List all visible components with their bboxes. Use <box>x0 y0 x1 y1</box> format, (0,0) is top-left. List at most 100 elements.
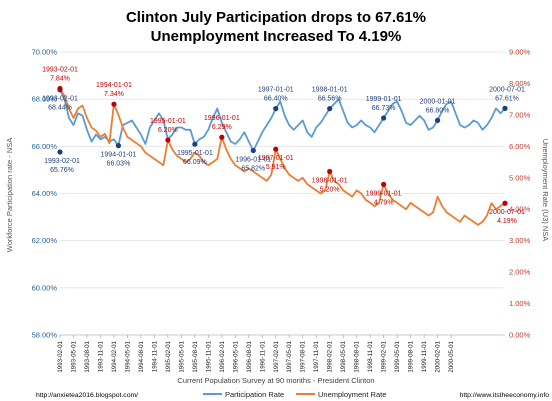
x-tick-label: 1998-02-01 <box>327 340 334 372</box>
participation-point-marker <box>115 143 122 149</box>
x-tick-label: 1994-11-01 <box>151 340 158 372</box>
right-tick-label: 0.00% <box>509 331 531 340</box>
participation-point-marker <box>192 141 198 147</box>
right-tick-label: 3.00% <box>509 236 531 245</box>
x-tick-label: 1995-08-01 <box>192 340 199 372</box>
point-label-value: 5.91% <box>266 164 286 171</box>
x-tick-label: 1997-05-01 <box>286 340 293 372</box>
point-label-value: 6.29% <box>212 124 232 131</box>
left-axis-title: Workforce Participation rate - NSA <box>5 138 14 253</box>
participation-point-marker <box>57 149 63 155</box>
x-tick-label: 1999-08-01 <box>408 340 415 372</box>
footer-right-url: http://www.itstheeconomy.info <box>460 392 550 399</box>
point-label-date: 1993-02-01 <box>42 66 78 73</box>
right-axis-title: Unemployment Rate (U3) NSA <box>541 139 550 242</box>
series-line-participation <box>59 89 506 152</box>
x-tick-label: 1994-02-01 <box>111 340 118 372</box>
point-label-date: 1996-01-01 <box>235 157 271 164</box>
unemployment-point-marker <box>381 181 387 187</box>
x-tick-label: 2000-05-01 <box>448 340 455 372</box>
right-tick-label: 8.00% <box>509 79 531 88</box>
left-axis-ticks: 58.00% 60.00% 62.00% 64.00% 66.00% 68.00% 70.0… <box>32 48 58 340</box>
right-tick-label: 5.00% <box>509 173 531 182</box>
right-tick-label: 2.00% <box>509 268 531 277</box>
point-label-date: 2000-07-01 <box>489 86 525 93</box>
point-label-date: 1995-01-01 <box>150 118 186 125</box>
participation-point-marker <box>381 115 387 121</box>
participation-point-marker <box>273 106 279 112</box>
x-tick-label: 1997-08-01 <box>300 340 307 372</box>
left-tick-label: 64.00% <box>32 189 58 198</box>
unemployment-point-marker <box>165 137 171 143</box>
right-tick-label: 1.00% <box>509 299 531 308</box>
right-tick-label: 4.00% <box>509 205 531 214</box>
right-tick-label: 9.00% <box>509 48 531 57</box>
point-label-value: 4.19% <box>497 218 517 225</box>
x-tick-label: 1999-02-01 <box>381 340 388 372</box>
x-tick-label: 1999-11-01 <box>421 340 428 372</box>
point-label-date: 1998-01-01 <box>312 87 348 94</box>
x-tick-label: 1995-11-01 <box>205 340 212 372</box>
annotation-layer: 1993-02-01 68.44% 1993-02-01 65.76% 1993-02-… <box>42 66 525 225</box>
point-label-date: 1994-01-01 <box>101 152 137 159</box>
point-label-date: 2000-01-01 <box>420 98 456 105</box>
participation-point-marker <box>502 105 508 111</box>
chart-title-line1: Clinton July Participation drops to 67.6… <box>126 9 426 26</box>
x-tick-label: 1998-11-01 <box>367 340 374 372</box>
point-label-value: 7.34% <box>104 91 124 98</box>
x-tick-label: 1996-11-01 <box>259 340 266 372</box>
x-tick-label: 1998-05-01 <box>340 340 347 372</box>
point-label-date: 2000-07-01 <box>489 209 525 216</box>
right-tick-label: 6.00% <box>509 142 531 151</box>
x-axis-title: Current Population Survey at 90 months -… <box>177 376 374 385</box>
x-tick-label: 1996-02-01 <box>219 340 226 372</box>
left-tick-label: 66.00% <box>32 142 58 151</box>
x-tick-label: 2000-02-01 <box>435 340 442 372</box>
x-axis-ticks: 1993-02-01 1993-05-01 1993-08-01 1993-11-01… <box>57 335 455 373</box>
point-label-date: 1993-02-01 <box>42 96 78 103</box>
unemployment-point-marker <box>502 200 508 206</box>
x-tick-label: 1993-08-01 <box>84 340 91 372</box>
point-label-date: 1996-01-01 <box>204 115 240 122</box>
point-label-date: 1994-01-01 <box>96 82 132 89</box>
point-label-date: 1999-01-01 <box>366 96 402 103</box>
participation-point-marker <box>434 117 441 123</box>
x-tick-label: 1995-05-01 <box>178 340 185 372</box>
point-label-value: 66.73% <box>372 105 396 112</box>
point-label-date: 1997-01-01 <box>258 87 294 94</box>
left-tick-label: 68.00% <box>32 95 58 104</box>
point-label-value: 68.44% <box>48 105 72 112</box>
right-tick-label: 7.00% <box>509 110 531 119</box>
point-label-date: 1998-01-01 <box>312 177 348 184</box>
point-label-date: 1993-02-01 <box>44 158 80 165</box>
point-label-date: 1997-01-01 <box>258 155 294 162</box>
point-label-value: 66.03% <box>107 161 131 168</box>
point-label-value: 65.76% <box>50 167 74 174</box>
legend-label-participation: Participation Rate <box>225 390 284 399</box>
participation-point-marker <box>327 106 333 112</box>
x-tick-label: 1994-05-01 <box>124 340 131 372</box>
x-tick-label: 1996-05-01 <box>232 340 239 372</box>
point-label-value: 66.56% <box>318 96 342 103</box>
footer-left-url: http://anxietea2016.blogspot.com/ <box>36 392 138 399</box>
point-label-value: 7.84% <box>50 75 70 82</box>
x-tick-label: 1996-08-01 <box>246 340 253 372</box>
right-axis-ticks: 0.00% 1.00% 2.00% 3.00% 4.00% 5.00% 6.00% 7.00%… <box>509 48 531 340</box>
chart-title-line2: Unemployment Increased To 4.19% <box>151 28 402 45</box>
point-label-value: 6.20% <box>158 127 178 134</box>
unemployment-point-marker <box>273 146 279 152</box>
point-label-date: 1995-01-01 <box>177 150 213 157</box>
x-tick-label: 1993-05-01 <box>70 340 77 372</box>
x-tick-label: 1993-02-01 <box>57 340 64 372</box>
point-label-date: 1999-01-01 <box>366 190 402 197</box>
x-tick-label: 1999-05-01 <box>394 340 401 372</box>
left-tick-label: 62.00% <box>32 236 58 245</box>
x-tick-label: 1997-11-01 <box>313 340 320 372</box>
point-label-value: 65.82% <box>241 166 265 173</box>
point-label-value: 4.79% <box>374 199 394 206</box>
left-tick-label: 58.00% <box>32 331 58 340</box>
unemployment-point-marker <box>57 85 63 92</box>
point-label-value: 5.20% <box>320 186 340 193</box>
